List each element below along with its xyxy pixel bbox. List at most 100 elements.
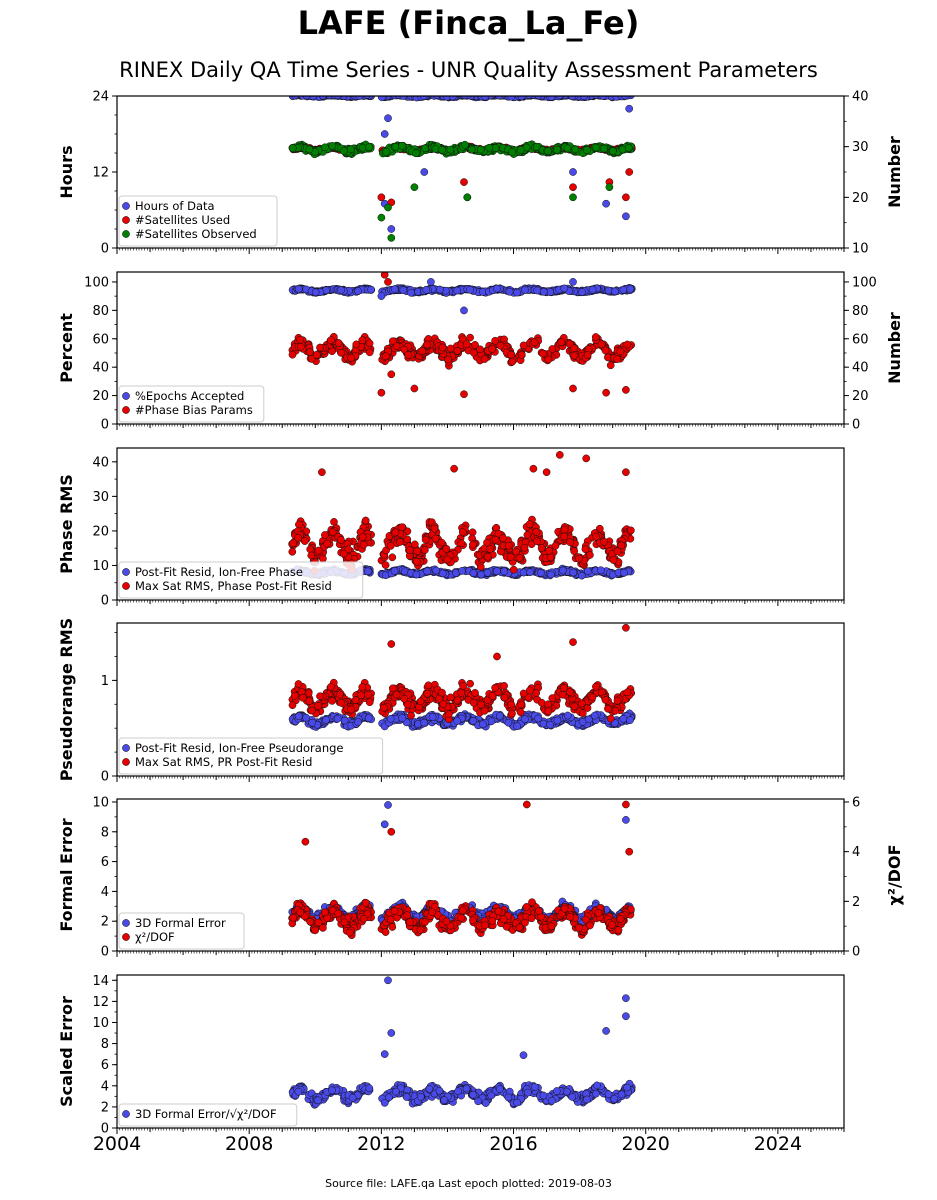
legend: Hours of Data#Satellites Used#Satellites… (118, 195, 278, 247)
data-point (560, 284, 569, 293)
data-point (321, 143, 329, 152)
y-tick-label: 40 (92, 455, 109, 470)
data-point (364, 567, 372, 576)
data-point (386, 542, 395, 550)
data-point (354, 287, 362, 295)
data-point (575, 554, 583, 563)
outlier-point (410, 384, 419, 393)
data-point (352, 340, 361, 349)
data-point (365, 143, 373, 151)
data-point (553, 145, 561, 154)
data-point (334, 339, 343, 347)
y2-tick-label: 60 (852, 332, 869, 347)
data-point (365, 348, 374, 357)
data-point (432, 566, 441, 575)
data-point (483, 568, 492, 577)
data-point (578, 288, 586, 296)
data-point (323, 539, 332, 548)
outlier-point (529, 464, 538, 473)
data-point (421, 535, 430, 544)
data-point (577, 571, 586, 580)
data-point (390, 285, 399, 294)
y-tick-label: 20 (92, 389, 109, 404)
outlier-point (387, 234, 396, 242)
data-point (599, 96, 607, 100)
data-point (422, 286, 431, 294)
y2-tick-label: 30 (852, 140, 869, 155)
y-tick-label: 60 (92, 332, 109, 347)
data-point (546, 553, 555, 562)
data-point (430, 524, 439, 533)
chart-title: LAFE (Finca_La_Fe) (297, 4, 640, 42)
outlier-point (622, 468, 630, 477)
data-point (421, 546, 429, 554)
data-point (569, 568, 578, 577)
data-point (388, 337, 397, 346)
data-point (597, 340, 606, 349)
series-1-3 (288, 140, 635, 242)
data-point (381, 352, 390, 361)
data-point (412, 557, 421, 566)
outlier-point (625, 104, 634, 113)
data-point (432, 96, 441, 99)
y-tick-label: 80 (92, 304, 109, 319)
data-point (358, 533, 367, 541)
outlier-point (420, 168, 429, 176)
data-point (396, 538, 404, 546)
y2-tick-label: 40 (852, 90, 869, 105)
data-point (313, 350, 321, 359)
outlier-point (569, 193, 577, 202)
y-tick-label: 24 (92, 90, 109, 105)
data-point (347, 354, 355, 362)
data-point (500, 567, 509, 576)
outlier-point (569, 168, 577, 176)
data-point (461, 140, 469, 149)
panel-3: 0 10 20 30 40 Phase RMS Post-Fit Resid, Ion-Fr… (57, 447, 845, 609)
data-point (513, 288, 521, 297)
data-point (319, 96, 327, 100)
data-point (404, 350, 412, 359)
outlier-point (569, 183, 577, 192)
data-point (337, 536, 345, 544)
data-point (493, 567, 501, 575)
data-point (460, 96, 469, 100)
series-2-1 (288, 278, 636, 315)
data-point (506, 553, 515, 561)
outlier-point (569, 278, 577, 286)
data-point (294, 534, 302, 542)
data-point (601, 346, 610, 355)
legend-label: %Epochs Accepted (135, 389, 244, 403)
legend-label: #Satellites Used (135, 213, 230, 227)
data-point (619, 285, 628, 294)
panel-3-points (288, 451, 635, 580)
data-point (390, 567, 399, 575)
series-1-1 (288, 96, 635, 233)
legend-marker (122, 202, 130, 210)
data-point (306, 348, 314, 356)
data-point (516, 145, 525, 154)
data-point (467, 145, 476, 154)
data-point (513, 722, 521, 731)
data-point (551, 541, 560, 550)
data-point (423, 340, 431, 349)
data-point (530, 338, 539, 347)
data-point (538, 349, 547, 358)
y2-axis-label: Number (885, 136, 904, 208)
data-point (296, 335, 305, 344)
data-point (288, 350, 297, 359)
outlier-point (377, 193, 386, 202)
data-point (515, 553, 524, 562)
data-point (581, 545, 590, 554)
y-tick-label: 0 (101, 418, 109, 433)
data-point (423, 567, 431, 576)
outlier-point (380, 130, 389, 138)
data-point (307, 551, 316, 560)
data-point (525, 520, 534, 529)
data-point (288, 547, 297, 556)
data-point (314, 546, 323, 555)
data-point (291, 96, 299, 100)
data-point (507, 96, 516, 101)
y-axis-label: Percent (57, 313, 76, 383)
